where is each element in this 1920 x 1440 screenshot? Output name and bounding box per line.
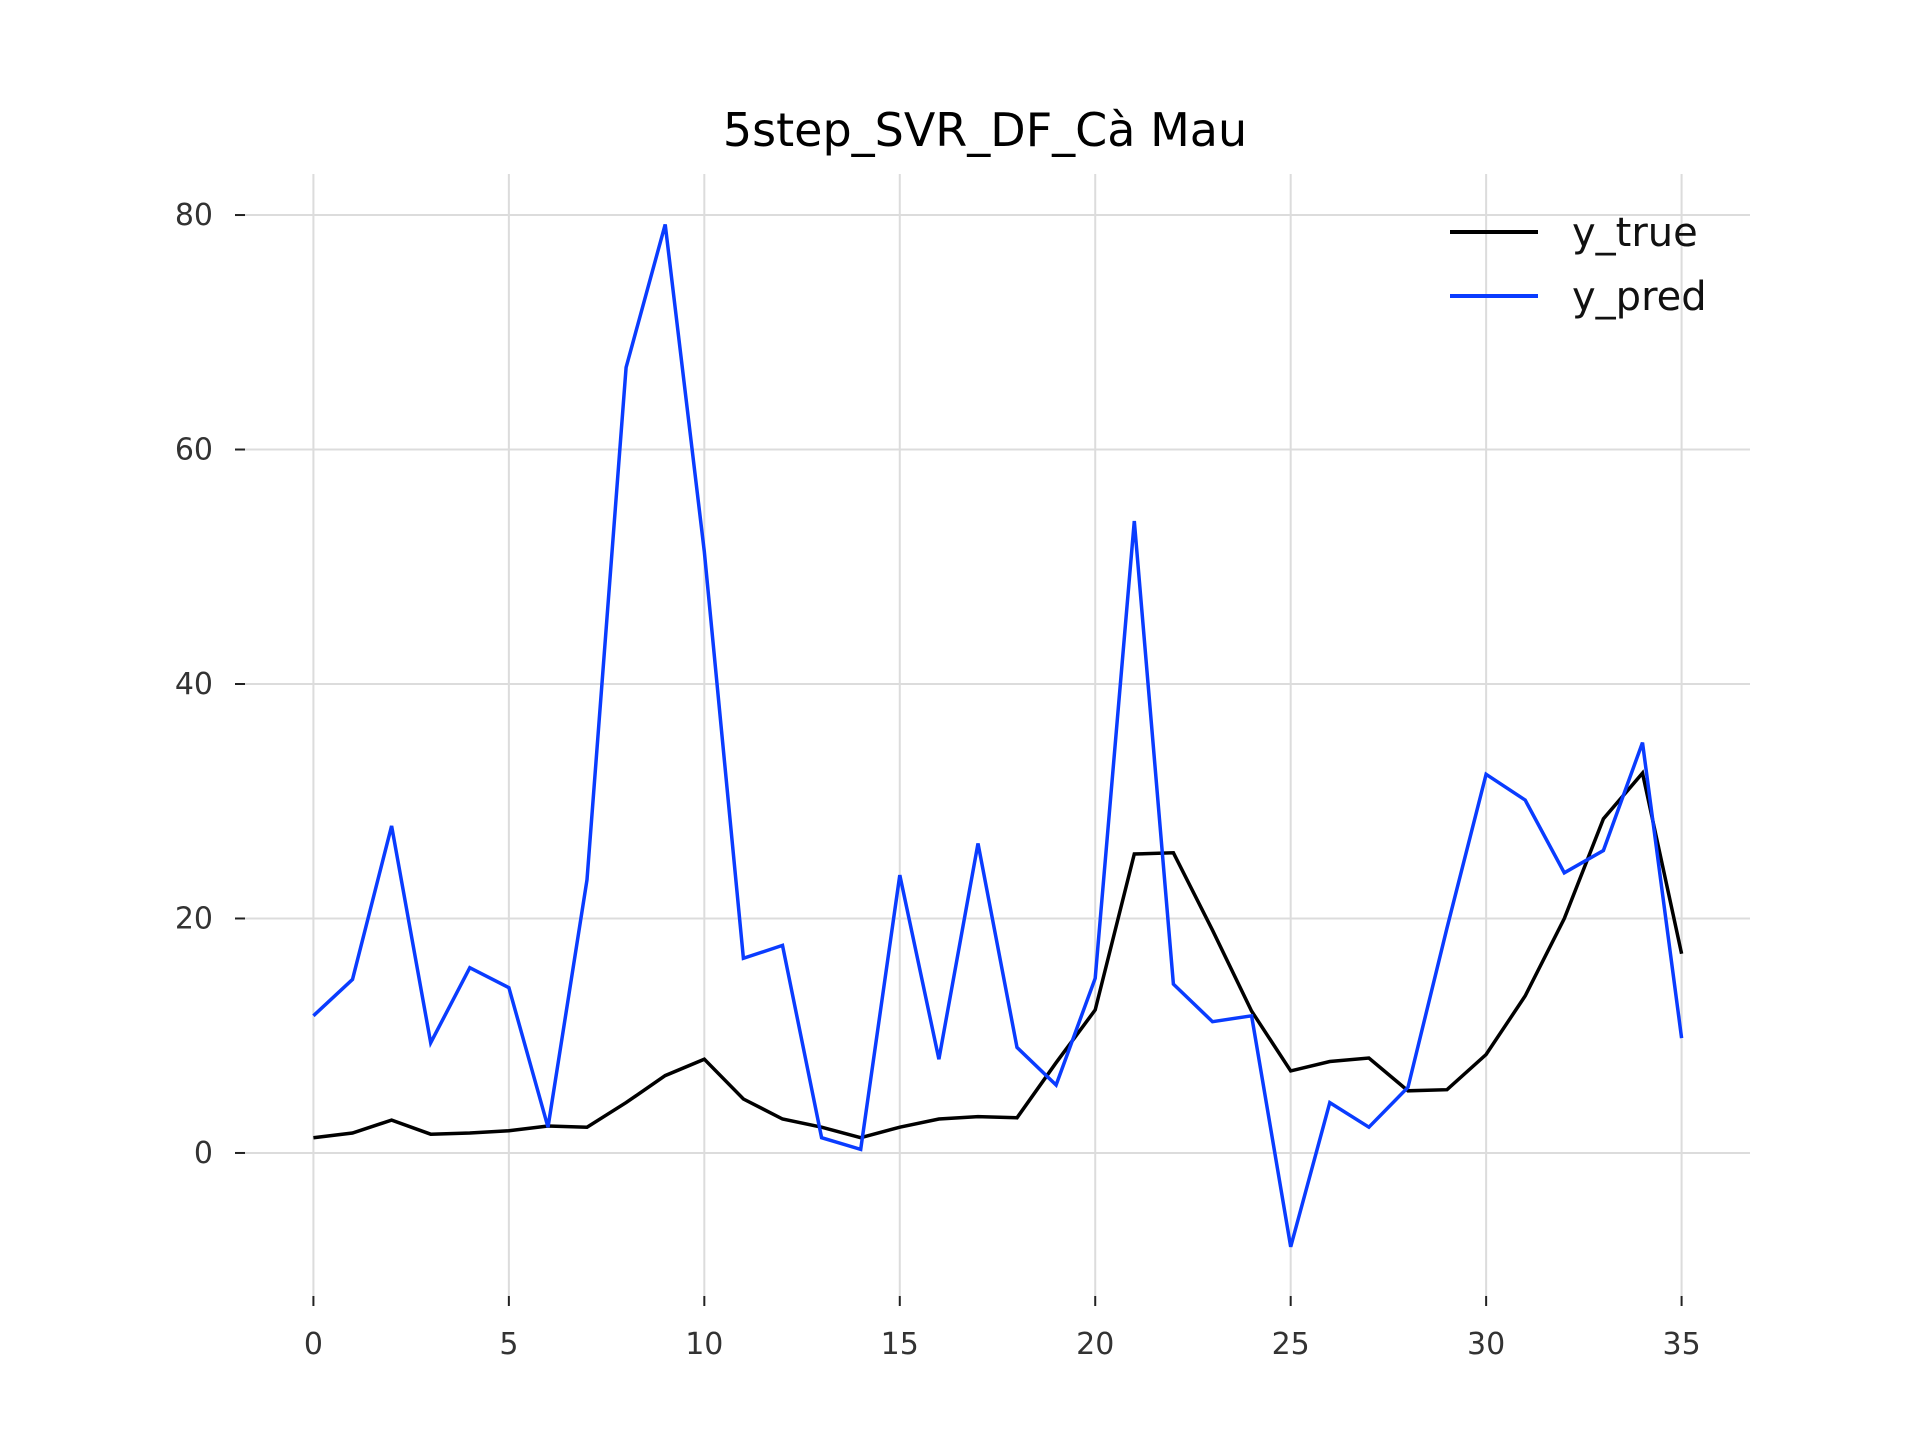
legend-label-y-pred: y_pred: [1572, 274, 1707, 320]
x-tick-label: 30: [1467, 1327, 1505, 1362]
y-tick-label: 20: [175, 901, 213, 936]
series-lines: [312, 223, 1684, 1248]
x-tick-label: 35: [1662, 1327, 1700, 1362]
x-tick-label: 0: [304, 1327, 323, 1362]
x-tick-label: 10: [685, 1327, 723, 1362]
legend: y_true y_pred: [1450, 210, 1707, 320]
x-tick-label: 25: [1272, 1327, 1310, 1362]
x-tick-label: 5: [499, 1327, 518, 1362]
series-line-y-pred: [312, 223, 1684, 1248]
legend-label-y-true: y_true: [1572, 210, 1698, 256]
y-tick-label: 40: [175, 667, 213, 702]
x-tick-label: 20: [1076, 1327, 1114, 1362]
axis-ticks: 0 5 10 15 20 25 30 35 0 20 40 60 80: [175, 198, 1701, 1362]
series-line-y-true: [313, 769, 1684, 1140]
y-tick-label: 60: [175, 433, 213, 468]
chart-title: 5step_SVR_DF_Cà Mau: [723, 103, 1247, 157]
y-tick-label: 0: [194, 1136, 213, 1171]
y-tick-label: 80: [175, 198, 213, 233]
grid: [245, 174, 1750, 1296]
x-tick-label: 15: [881, 1327, 919, 1362]
